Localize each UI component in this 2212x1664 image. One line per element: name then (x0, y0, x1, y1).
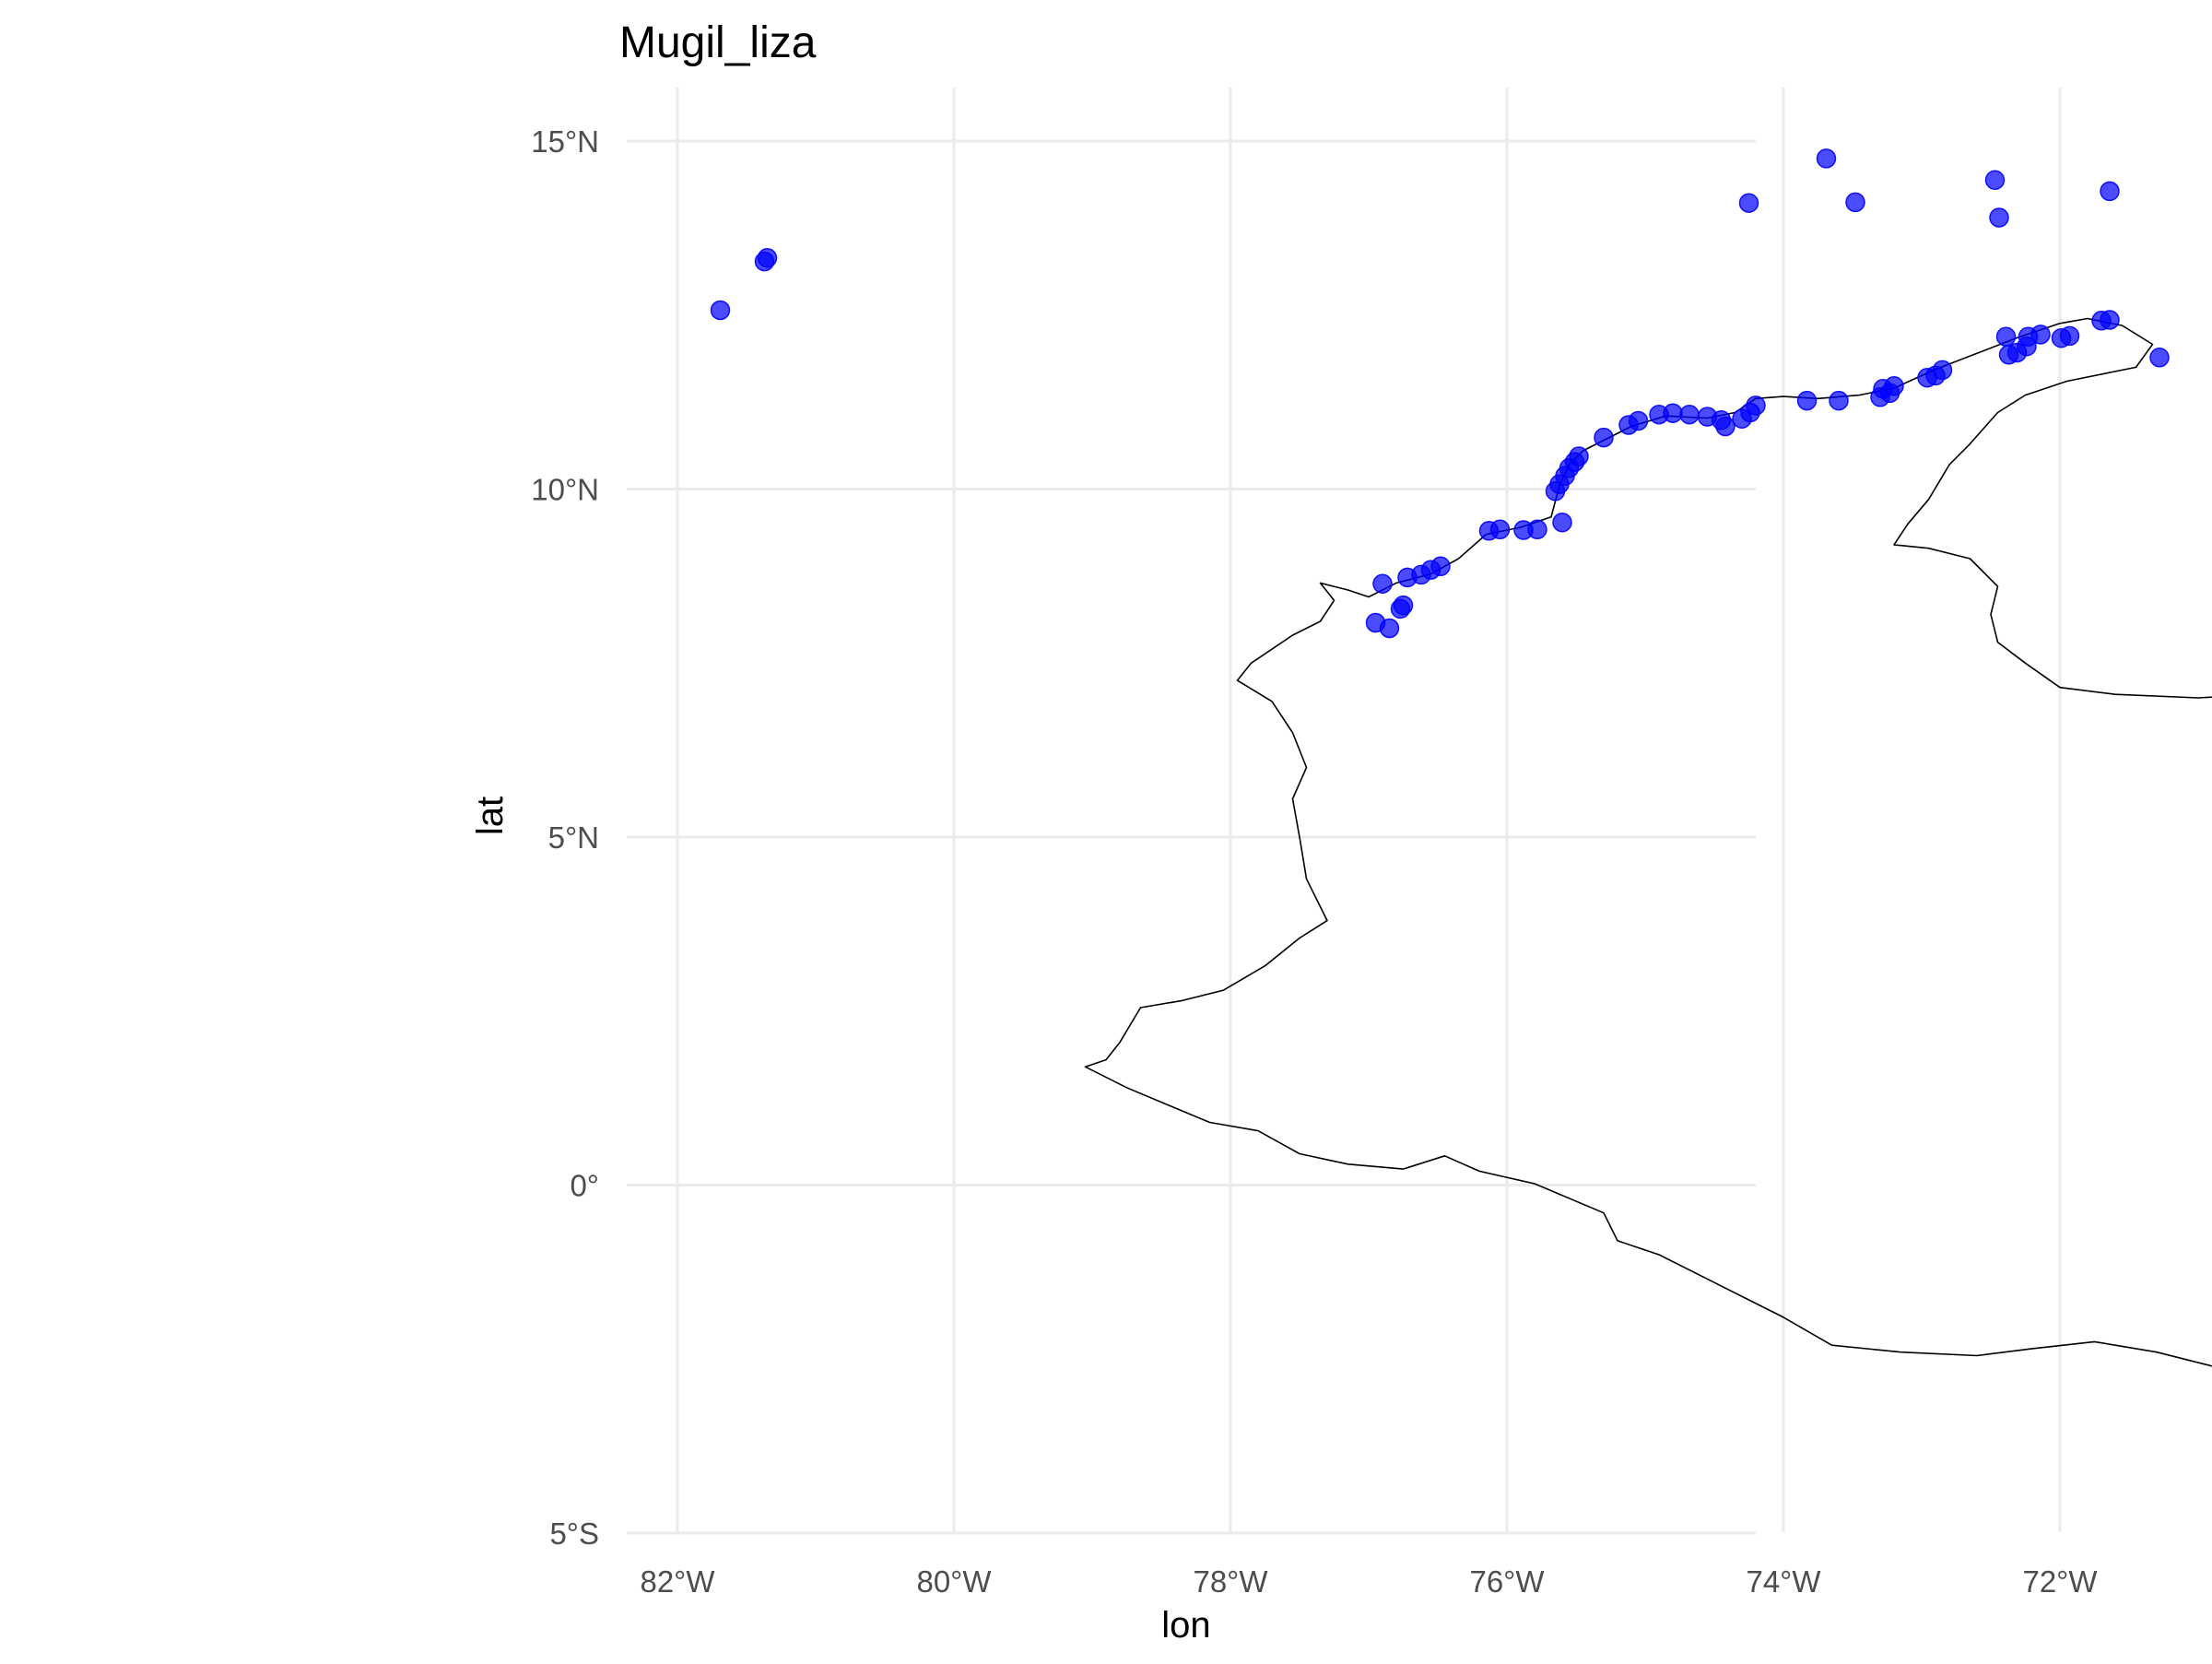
occurrence-point (2000, 346, 2018, 364)
y-tick-label: 0° (570, 1169, 599, 1203)
x-axis-title: lon (1161, 1605, 1210, 1646)
occurrence-point (2100, 182, 2119, 200)
occurrence-point (1740, 194, 1759, 212)
occurrence-point (1918, 369, 1936, 387)
occurrence-point (1846, 193, 1865, 211)
y-tick-label: 5°S (549, 1516, 599, 1551)
occurrence-point (712, 301, 730, 320)
x-tick-labels: 82°W80°W78°W76°W74°W72°W70°W68°W (640, 1564, 2212, 1599)
country-outline (1086, 319, 2212, 1478)
occurrence-point (1798, 392, 1817, 410)
occurrence-point (1547, 482, 1565, 501)
occurrence-point (2053, 329, 2071, 348)
occurrence-point (1680, 406, 1699, 424)
x-tick-label: 80°W (916, 1564, 992, 1599)
occurrence-point (1871, 388, 1889, 407)
y-axis-title: lat (470, 797, 511, 835)
occurrence-point (1650, 406, 1668, 424)
x-tick-label: 74°W (1746, 1564, 1821, 1599)
occurrence-point (1553, 513, 1571, 532)
occurrence-point (756, 253, 774, 271)
occurrence-point (1818, 149, 1836, 168)
occurrence-point (1381, 620, 1399, 638)
occurrence-point (1392, 599, 1410, 618)
x-tick-label: 78°W (1193, 1564, 1268, 1599)
occurrence-point (1594, 429, 1613, 447)
occurrence-point (1619, 416, 1638, 434)
occurrence-point (1997, 327, 2016, 346)
y-tick-label: 15°N (531, 124, 599, 159)
occurrence-point (1398, 568, 1417, 586)
occurrence-point (1733, 409, 1751, 428)
occurrence-point (1514, 521, 1533, 539)
occurrence-point (1699, 407, 1717, 426)
grid-lines (627, 88, 2212, 1533)
x-tick-label: 82°W (640, 1564, 715, 1599)
occurrence-point (2092, 312, 2111, 330)
country-outline-path (1086, 319, 2212, 1478)
occurrence-point (1986, 171, 2005, 189)
occurrence-point (1480, 522, 1499, 540)
occurrence-points (712, 149, 2170, 638)
chart-title: Mugil_liza (619, 18, 817, 67)
y-tick-label: 10°N (531, 473, 599, 507)
occurrence-point (2150, 348, 2169, 367)
occurrence-point (1990, 208, 2008, 227)
y-tick-label: 5°N (548, 820, 599, 855)
occurrence-point (1830, 392, 1848, 410)
x-tick-label: 76°W (1469, 1564, 1545, 1599)
y-tick-labels: 15°N 10°N 5°N 0° 5°S (531, 124, 599, 1551)
x-tick-label: 72°W (2022, 1564, 2098, 1599)
occurrence-point (1373, 574, 1392, 593)
